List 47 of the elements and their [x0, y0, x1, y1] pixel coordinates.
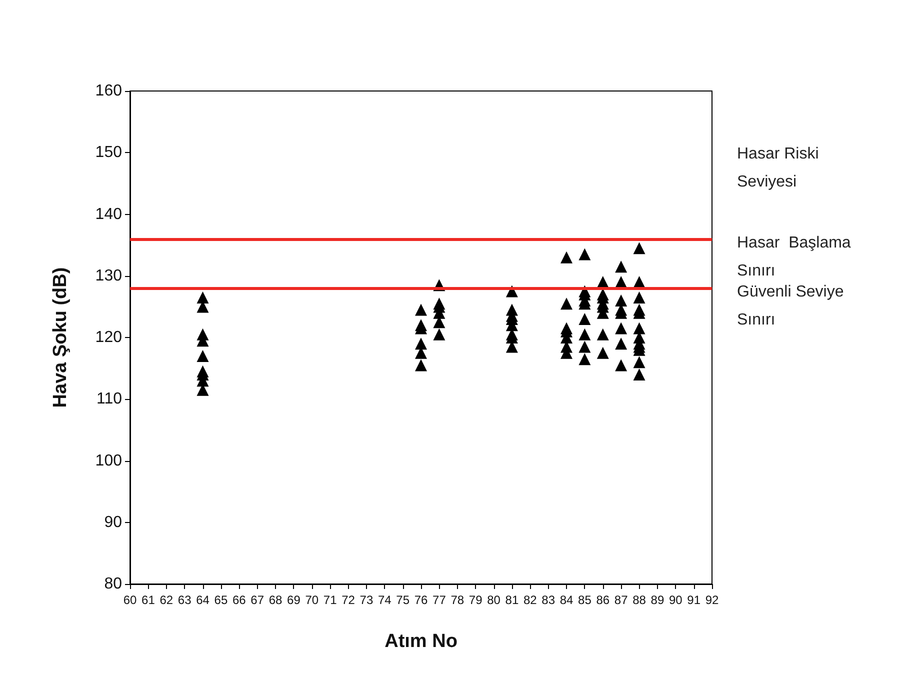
x-tick-label: 91 — [687, 593, 701, 607]
x-tick-label: 76 — [414, 593, 428, 607]
x-tick-label: 78 — [450, 593, 464, 607]
x-tick-label: 77 — [432, 593, 446, 607]
y-tick-label: 90 — [104, 514, 122, 531]
x-tick-label: 75 — [396, 593, 410, 607]
y-tick-label: 160 — [95, 82, 122, 100]
x-tick-label: 63 — [178, 593, 192, 607]
x-tick-label: 85 — [578, 593, 592, 607]
y-tick-label: 130 — [95, 267, 122, 284]
x-axis-title: Atım No — [384, 631, 458, 652]
x-tick-label: 90 — [668, 593, 683, 607]
x-tick-label: 83 — [542, 593, 556, 607]
text: Hasar Riski Seviyesi — [737, 146, 824, 190]
x-tick-label: 87 — [614, 593, 628, 607]
x-tick-label: 74 — [378, 593, 392, 607]
x-tick-label: 66 — [232, 593, 246, 607]
x-tick-label: 64 — [196, 593, 210, 607]
x-tick-label: 81 — [505, 593, 519, 607]
x-tick-label: 69 — [287, 593, 301, 607]
x-tick-label: 65 — [214, 593, 228, 607]
x-tick-label: 79 — [468, 593, 483, 607]
x-tick-label: 60 — [123, 593, 137, 607]
x-tick-label: 88 — [632, 593, 646, 607]
x-tick-label: 73 — [360, 593, 374, 607]
y-tick-label: 150 — [95, 144, 122, 162]
y-tick-label: 120 — [95, 329, 122, 346]
y-tick-label: 100 — [95, 452, 122, 470]
x-tick-label: 71 — [323, 593, 338, 607]
y-axis-title: Hava Şoku (dB) — [50, 267, 71, 408]
x-tick-label: 89 — [650, 593, 664, 607]
ref-line-label: Güvenli Seviye Sınırı — [737, 284, 848, 329]
x-tick-label: 86 — [596, 593, 610, 607]
x-tick-label: 62 — [160, 593, 174, 607]
ref-line-label: Hasar Başlama Sınırı — [737, 234, 856, 280]
x-tick-label: 80 — [487, 593, 501, 607]
x-tick-label: 72 — [342, 593, 356, 607]
y-tick-label: 140 — [95, 206, 122, 223]
x-tick-label: 70 — [305, 593, 319, 607]
x-tick-label: 68 — [268, 593, 282, 607]
x-tick-label: 92 — [705, 593, 719, 607]
x-tick-label: 61 — [142, 593, 156, 607]
x-tick-label: 82 — [523, 593, 538, 607]
y-tick-label: 80 — [104, 576, 122, 592]
x-tick-label: 67 — [250, 593, 264, 607]
y-tick-label: 110 — [96, 390, 122, 408]
x-tick-label: 84 — [560, 593, 574, 607]
